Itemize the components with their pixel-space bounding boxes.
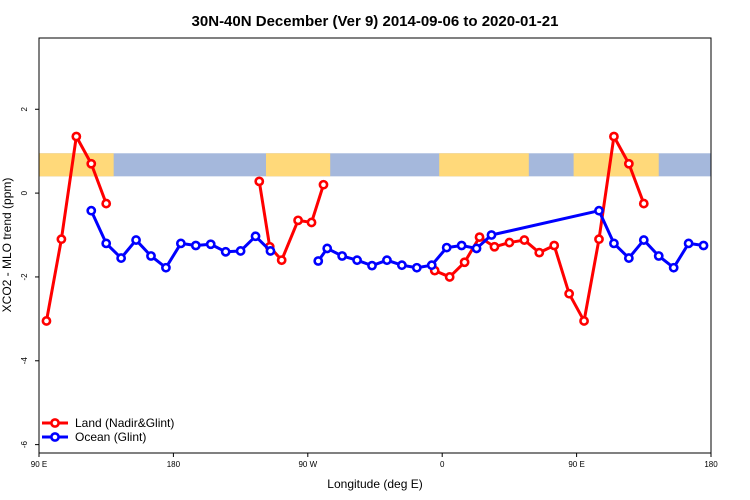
land-point xyxy=(638,198,649,209)
land-point xyxy=(41,316,52,326)
land-series-line-1 xyxy=(257,181,325,262)
map-land-1 xyxy=(265,153,331,177)
ocean-point xyxy=(456,240,467,251)
y-tick-label-0: 2 xyxy=(20,106,29,111)
ocean-point xyxy=(101,238,112,249)
legend-label-ocean: Ocean (Glint) xyxy=(75,430,146,444)
ocean-point xyxy=(86,205,97,216)
ocean-point xyxy=(471,243,482,254)
ocean-point xyxy=(235,246,246,256)
x-tick-label-2: 90 W xyxy=(298,460,317,469)
x-tick-label-5: 180 xyxy=(704,460,718,469)
ocean-point xyxy=(698,240,709,251)
land-point xyxy=(86,158,97,169)
ocean-point xyxy=(396,260,407,271)
map-ocean xyxy=(39,153,711,177)
x-tick-label-1: 180 xyxy=(167,460,181,469)
ocean-point xyxy=(190,240,201,251)
ocean-point xyxy=(683,238,694,249)
land-point xyxy=(293,215,303,226)
series-group xyxy=(41,131,709,326)
map-land-2 xyxy=(439,153,529,177)
ocean-point xyxy=(486,230,497,240)
map-land-3 xyxy=(573,153,659,177)
x-tick-label-0: 90 E xyxy=(31,460,47,469)
legend-marker-ocean xyxy=(50,432,60,442)
x-tick-label-4: 90 E xyxy=(568,460,584,469)
ocean-point xyxy=(594,205,604,216)
ocean-point xyxy=(411,262,422,273)
ocean-point xyxy=(441,242,452,253)
legend-marker-land xyxy=(50,418,60,428)
y-axis-label: XCO2 - MLO trend (ppm) xyxy=(0,178,14,313)
land-point xyxy=(534,247,545,258)
x-axis: 90 E 180 90 W 0 90 E 180 xyxy=(31,453,718,469)
y-tick-label-4: -6 xyxy=(20,441,29,449)
ocean-point xyxy=(205,239,216,250)
chart-title: 30N-40N December (Ver 9) 2014-09-06 to 2… xyxy=(192,13,559,30)
x-axis-label: Longitude (deg E) xyxy=(327,477,422,491)
ocean-point xyxy=(609,238,619,249)
y-tick-label-1: 0 xyxy=(20,190,29,195)
plot-frame xyxy=(38,37,712,454)
land-point xyxy=(549,240,560,251)
land-point xyxy=(71,131,82,142)
land-point xyxy=(504,237,515,248)
ocean-point xyxy=(175,238,186,249)
land-point xyxy=(609,131,619,142)
legend: Land (Nadir&Glint)Ocean (Glint) xyxy=(42,416,174,444)
land-point xyxy=(444,272,455,282)
land-point xyxy=(519,235,530,245)
land-point xyxy=(579,316,589,326)
map-strip xyxy=(39,153,711,177)
land-point xyxy=(56,234,67,245)
ocean-point xyxy=(220,246,231,257)
ocean-point xyxy=(623,253,634,263)
land-point xyxy=(474,232,485,243)
ocean-point xyxy=(352,255,362,266)
ocean-point xyxy=(265,246,276,256)
land-point xyxy=(101,198,112,209)
ocean-point xyxy=(382,255,392,266)
ocean-point xyxy=(653,251,664,261)
land-point xyxy=(489,241,500,252)
ocean-point xyxy=(367,260,377,271)
y-axis: 2 0 -2 -4 -6 xyxy=(20,106,39,448)
land-point xyxy=(276,255,287,266)
land-point xyxy=(623,158,634,169)
ocean-point xyxy=(426,260,437,271)
land-point xyxy=(318,179,329,190)
x-tick-label-3: 0 xyxy=(440,460,445,469)
ocean-point xyxy=(668,262,679,273)
land-point xyxy=(564,288,575,299)
land-point xyxy=(594,234,604,245)
map-land-0 xyxy=(39,153,114,177)
ocean-point xyxy=(146,251,156,261)
ocean-point xyxy=(116,253,127,263)
ocean-point xyxy=(638,235,649,245)
ocean-point xyxy=(337,251,348,261)
land-point xyxy=(306,217,317,228)
ocean-point xyxy=(131,235,141,245)
y-tick-label-3: -4 xyxy=(20,357,29,365)
ocean-point xyxy=(322,243,333,254)
ocean-point xyxy=(161,262,171,273)
y-tick-label-2: -2 xyxy=(20,273,29,281)
land-point xyxy=(254,176,265,187)
land-point xyxy=(459,257,470,268)
ocean-point xyxy=(313,256,324,266)
legend-label-land: Land (Nadir&Glint) xyxy=(75,416,174,430)
ocean-point xyxy=(250,231,261,242)
